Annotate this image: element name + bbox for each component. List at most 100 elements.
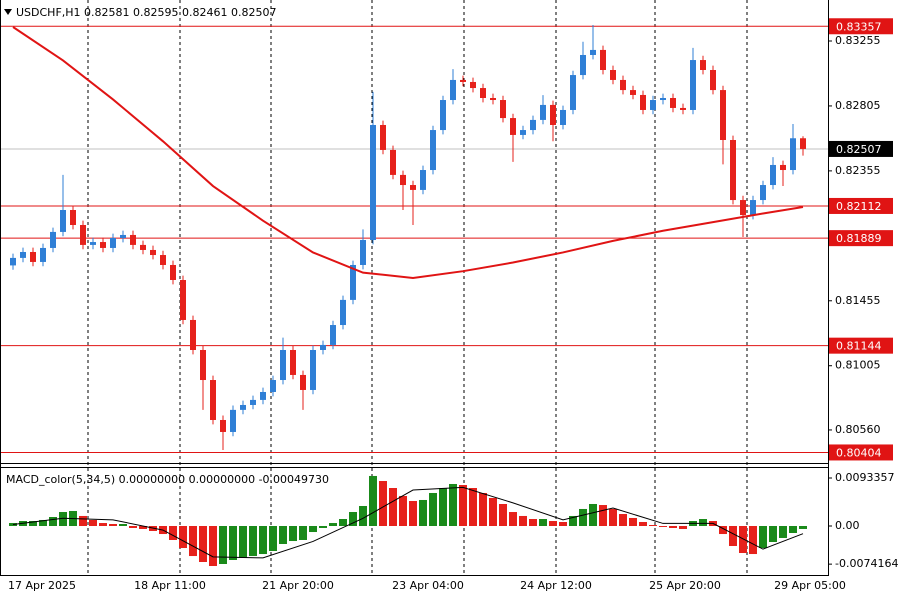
candle-body [70, 209, 76, 226]
macd-bar [49, 517, 57, 527]
candle-body [590, 49, 596, 55]
candle-body [280, 349, 286, 381]
candle-body [90, 242, 96, 245]
candle-body [130, 234, 136, 245]
macd-bar [649, 525, 657, 527]
candle-body [530, 119, 536, 131]
candle-body [680, 107, 686, 110]
y-tick-label: 0.82355 [835, 164, 881, 177]
candle-body [30, 251, 36, 262]
macd-bar [299, 526, 307, 540]
y-tick-label: 0.81005 [835, 359, 881, 372]
collapse-icon[interactable] [4, 9, 12, 15]
y-tick-label: 0.00 [835, 519, 860, 532]
candle-body [170, 264, 176, 280]
candle-body [400, 174, 406, 186]
moving-average [12, 26, 804, 279]
macd-bar [269, 526, 277, 551]
candle-body [140, 244, 146, 250]
macd-bar [419, 499, 427, 527]
macd-bar [169, 526, 177, 540]
level-label-box [829, 18, 893, 35]
macd-bar [699, 519, 707, 527]
candle-body [110, 237, 116, 248]
macd-bar [639, 521, 647, 527]
level-label-box [829, 230, 893, 247]
macd-bar [239, 526, 247, 558]
x-tick-label: 25 Apr 20:00 [649, 579, 721, 592]
macd-bar [249, 526, 257, 557]
macd-bar [359, 505, 367, 527]
macd-bar [209, 526, 217, 567]
y-tick-label: 0.80560 [835, 423, 881, 436]
candle-body [430, 130, 436, 171]
candle-body [570, 75, 576, 110]
level-label-box [829, 337, 893, 354]
macd-bar [409, 501, 417, 527]
candle-body [520, 130, 526, 135]
y-tick-label: -0.0074164 [835, 557, 898, 570]
macd-bar [579, 508, 587, 527]
x-tick-label: 29 Apr 05:00 [774, 579, 846, 592]
macd-bar [779, 526, 787, 538]
macd-bar [669, 526, 677, 529]
candle-body [580, 54, 586, 76]
macd-bar [589, 503, 597, 527]
macd-bar [399, 495, 407, 527]
signal-line [12, 486, 804, 559]
macd-bar [769, 526, 777, 542]
candle-body [390, 149, 396, 175]
macd-bar [199, 526, 207, 562]
macd-bar [229, 526, 237, 560]
macd-bar [499, 503, 507, 527]
macd-bar [189, 526, 197, 557]
macd-bar [479, 492, 487, 527]
y-tick-label: 0.81455 [835, 294, 881, 307]
candle-body [670, 97, 676, 108]
candle-body [630, 90, 636, 95]
candle-body [550, 104, 556, 125]
level-label: 0.81144 [836, 340, 882, 353]
macd-bar [89, 519, 97, 527]
candle-body [220, 419, 226, 432]
candle-body [240, 404, 246, 410]
candle-body [10, 257, 16, 266]
y-tick-label: 0.82805 [835, 99, 881, 112]
macd-bar [459, 485, 467, 527]
candle-body [340, 299, 346, 326]
macd-bar [259, 526, 267, 555]
candle-body [620, 79, 626, 91]
candle-body [770, 164, 776, 186]
last-price-box [829, 140, 893, 157]
candle-body [20, 251, 26, 258]
candle-body [40, 247, 46, 262]
last-price-label: 0.82507 [836, 143, 882, 156]
macd-bar [339, 519, 347, 527]
candle-body [640, 94, 646, 110]
candle-body [100, 242, 106, 248]
macd-bar [429, 492, 437, 527]
macd-bar [179, 526, 187, 549]
y-tick-label: 0.0093357 [835, 471, 895, 484]
candle-body [160, 255, 166, 265]
level-label-box [829, 444, 893, 461]
candle-body [380, 124, 386, 150]
macd-bar [129, 526, 137, 529]
candle-body [790, 138, 796, 171]
candle-body [370, 124, 376, 241]
level-label: 0.81889 [836, 232, 882, 245]
macd-bar [509, 512, 517, 527]
macd-bar [379, 481, 387, 527]
macd-bar [799, 526, 807, 529]
x-tick-label: 18 Apr 11:00 [134, 579, 206, 592]
macd-bar [9, 523, 17, 527]
candle-body [660, 97, 666, 101]
candle-body [490, 97, 496, 101]
candle-body [290, 349, 296, 375]
candle-body [200, 349, 206, 381]
candle-body [80, 225, 86, 245]
macd-bar [29, 521, 37, 527]
candle-body [740, 200, 746, 216]
x-tick-label: 24 Apr 12:00 [520, 579, 592, 592]
